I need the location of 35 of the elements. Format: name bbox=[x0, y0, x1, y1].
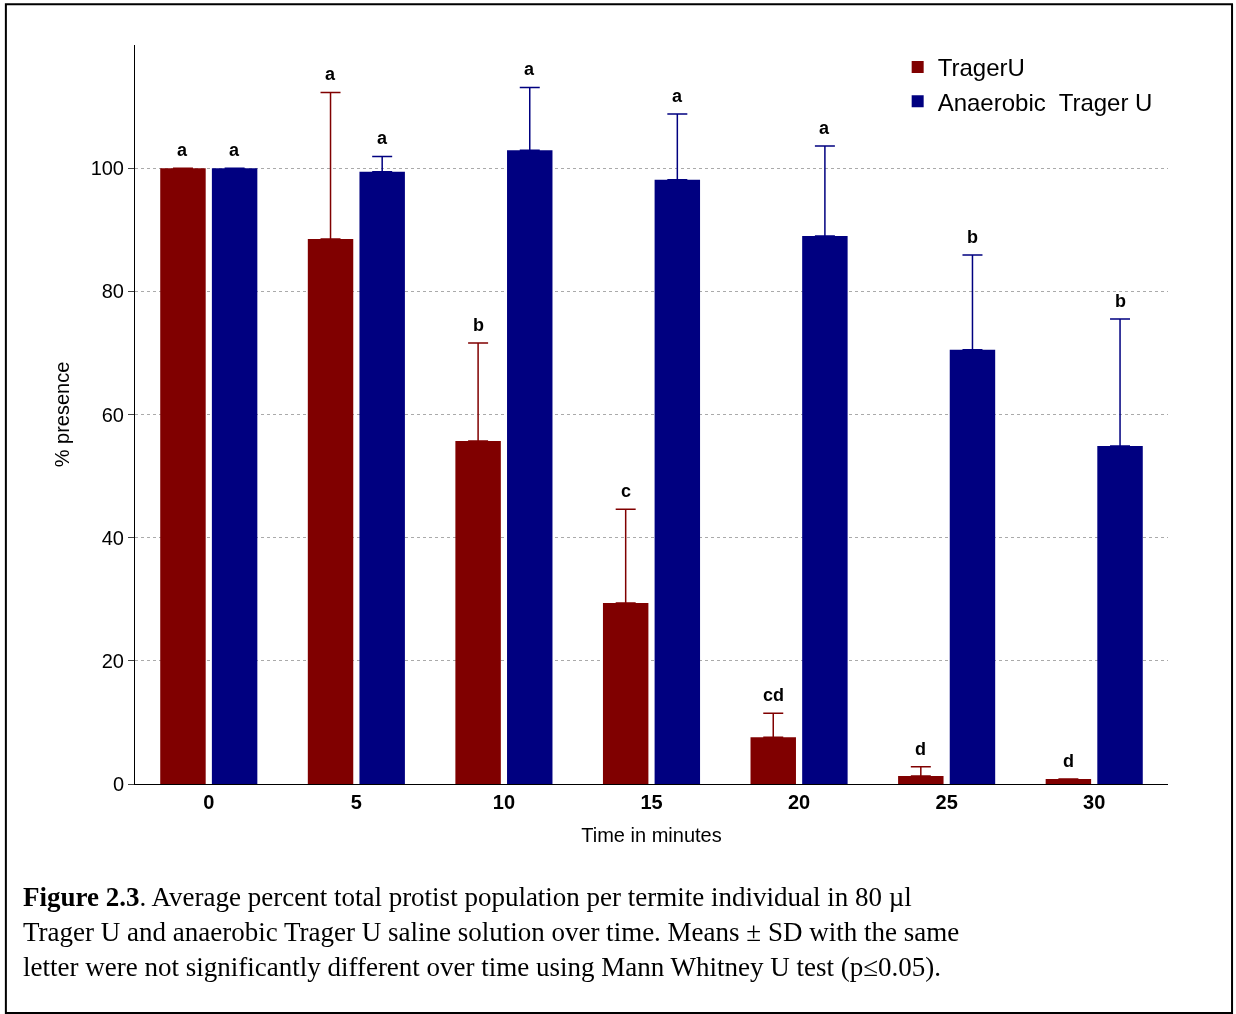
annotation: b bbox=[967, 227, 978, 247]
y-tick-label: 100 bbox=[90, 157, 124, 180]
annotation: d bbox=[1063, 751, 1074, 771]
annotation: a bbox=[325, 64, 336, 84]
annotation: a bbox=[672, 86, 683, 106]
y-tick-label: 80 bbox=[101, 280, 124, 303]
x-axis-title: Time in minutes bbox=[581, 823, 722, 846]
annotation: a bbox=[377, 128, 388, 148]
bar bbox=[211, 168, 258, 784]
x-tick-label: 15 bbox=[640, 791, 663, 813]
annotation: b bbox=[473, 315, 484, 335]
x-tick-label: 0 bbox=[203, 791, 215, 813]
caption: Figure 2.3. Average percent total protist population per termite individual in 80 µl Trager U and anaerobic Trager U saline solution over time. Means ± SD with the same letter were not significantly different over time using Mann Whitney U test (p≤0.05). bbox=[23, 882, 960, 983]
x-tick-label: 20 bbox=[787, 791, 811, 813]
y-axis-title: % presence bbox=[51, 361, 74, 468]
y-tick-label: 20 bbox=[101, 649, 124, 672]
y-tick-label: 60 bbox=[101, 403, 124, 426]
annotation: cd bbox=[763, 685, 785, 705]
x-tick-label: 30 bbox=[1083, 791, 1106, 813]
x-tick-label: 25 bbox=[935, 791, 958, 813]
annotation: d bbox=[915, 739, 926, 759]
annotation: a bbox=[229, 140, 240, 160]
annotation: c bbox=[621, 481, 632, 501]
annotation: b bbox=[1115, 291, 1126, 311]
y-tick-label: 0 bbox=[112, 773, 124, 795]
legend-label: Anaerobic Trager U bbox=[937, 88, 1153, 116]
bar bbox=[1045, 779, 1092, 784]
x-tick-label: 5 bbox=[350, 791, 362, 813]
legend-label: TragerU bbox=[937, 54, 1025, 82]
x-tick-label: 10 bbox=[492, 791, 516, 813]
annotation: a bbox=[177, 140, 188, 160]
annotation: a bbox=[819, 118, 830, 138]
y-tick-label: 40 bbox=[101, 526, 124, 549]
annotation: a bbox=[524, 59, 535, 79]
bar bbox=[160, 168, 206, 784]
